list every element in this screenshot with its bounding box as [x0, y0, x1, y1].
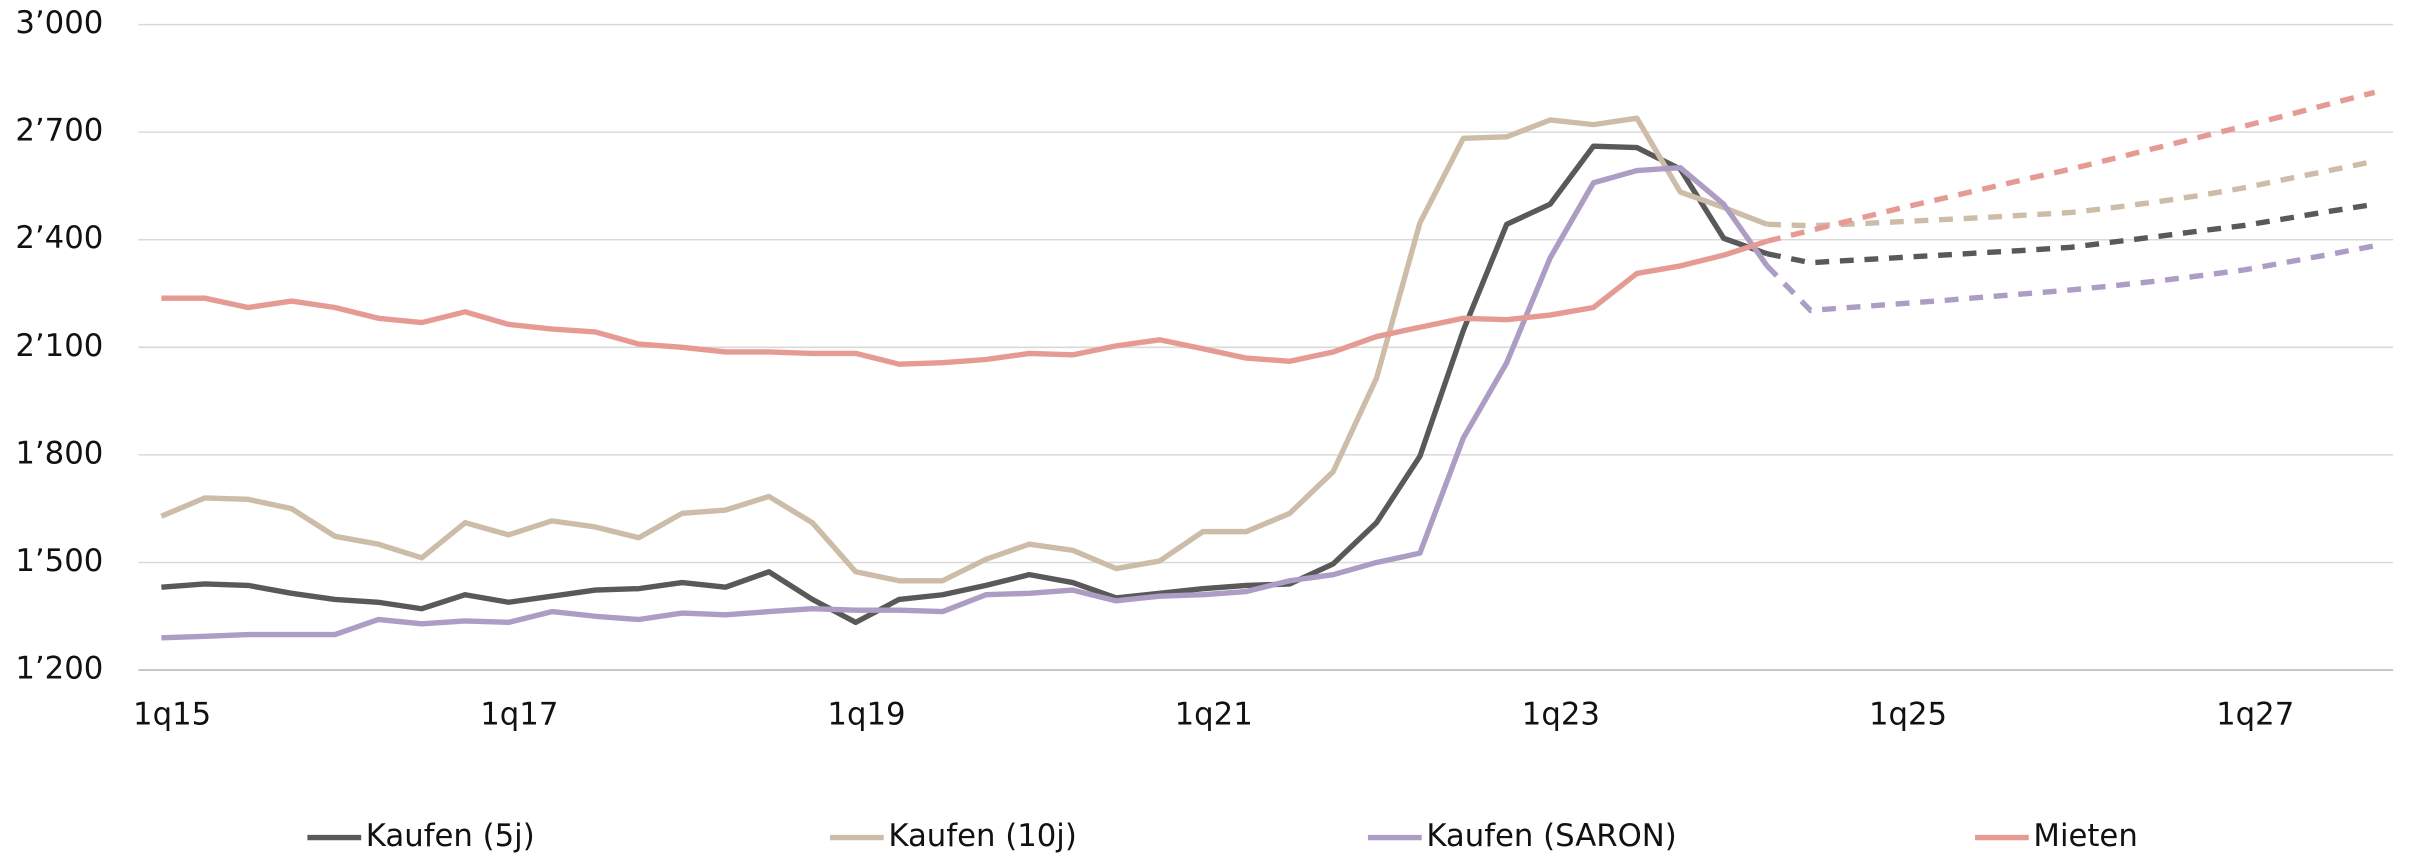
y-tick-label: 1’800 [15, 435, 103, 471]
y-tick-label: 3’000 [15, 5, 103, 41]
legend-label: Kaufen (SARON) [1426, 818, 1676, 854]
forecast-line [1767, 158, 2376, 229]
x-tick-label: 1q15 [133, 697, 211, 733]
x-tick-label: 1q17 [480, 697, 558, 733]
series-line [160, 115, 1769, 584]
x-tick-label: 1q21 [1175, 697, 1253, 733]
forecast-line [1766, 89, 2376, 244]
y-tick-label: 2’100 [15, 328, 103, 364]
x-tick-label: 1q25 [1869, 697, 1947, 733]
legend-label: Mieten [2033, 818, 2137, 854]
series-line [161, 143, 1768, 626]
y-tick-label: 1’500 [15, 543, 103, 579]
y-tick-label: 2’400 [15, 220, 103, 256]
forecast-line [1765, 243, 2376, 314]
series-line [161, 164, 1770, 641]
y-tick-label: 2’700 [15, 113, 103, 149]
series-line [161, 238, 1768, 367]
legend-label: Kaufen (5j) [366, 818, 535, 854]
y-tick-label: 1’200 [15, 651, 103, 687]
x-tick-label: 1q23 [1522, 697, 1600, 733]
x-tick-label: 1q19 [827, 697, 905, 733]
x-tick-label: 1q27 [2216, 697, 2294, 733]
forecast-line [1766, 201, 2376, 266]
legend-label: Kaufen (10j) [888, 818, 1076, 854]
